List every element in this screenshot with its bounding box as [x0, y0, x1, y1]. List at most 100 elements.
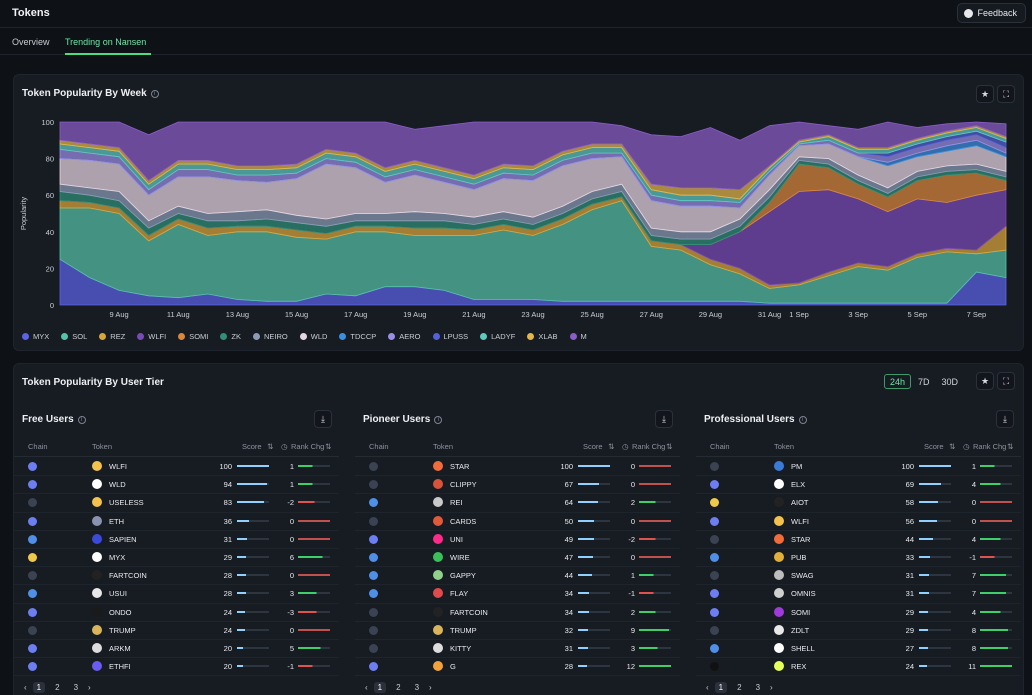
col-score[interactable]: Score: [583, 442, 603, 451]
token-name[interactable]: REI: [450, 498, 463, 508]
table-row[interactable]: ETH 36 0: [14, 513, 339, 531]
table-row[interactable]: TRUMP 24 0: [14, 622, 339, 640]
expand-button[interactable]: ⛶: [997, 85, 1015, 103]
legend-item[interactable]: M: [569, 332, 587, 341]
legend-item[interactable]: WLFI: [137, 332, 166, 341]
token-name[interactable]: FARTCOIN: [109, 571, 147, 581]
token-name[interactable]: G: [450, 662, 456, 672]
legend-item[interactable]: XLAB: [527, 332, 558, 341]
tab-overview[interactable]: Overview: [12, 37, 50, 47]
sort-icon[interactable]: ⇅: [666, 442, 673, 451]
table-row[interactable]: ONDO 24 -3: [14, 604, 339, 622]
next-page-button[interactable]: ›: [429, 683, 432, 692]
table-row[interactable]: FLAY 34 -1: [355, 585, 680, 604]
table-row[interactable]: MYX 29 6: [14, 549, 339, 568]
download-button[interactable]: ⤓: [655, 410, 673, 428]
page-2-button[interactable]: 2: [737, 683, 742, 692]
token-name[interactable]: CARDS: [450, 516, 477, 526]
table-row[interactable]: FARTCOIN 34 2: [355, 604, 680, 622]
table-row[interactable]: KITTY 31 3: [355, 640, 680, 659]
table-row[interactable]: G 28 12: [355, 658, 680, 677]
info-icon[interactable]: i: [150, 89, 159, 98]
token-name[interactable]: KITTY: [450, 644, 472, 653]
table-row[interactable]: SHELL 27 8: [696, 640, 1021, 659]
token-name[interactable]: ETHFI: [109, 662, 131, 672]
legend-item[interactable]: NEIRO: [252, 332, 288, 341]
token-name[interactable]: REX: [791, 662, 807, 672]
token-name[interactable]: MYX: [109, 553, 126, 562]
token-name[interactable]: ONDO: [109, 607, 132, 617]
col-token[interactable]: Token: [774, 442, 795, 451]
table-row[interactable]: STAR 44 4: [696, 531, 1021, 549]
token-name[interactable]: ARKM: [109, 644, 131, 653]
table-row[interactable]: TRUMP 32 9: [355, 622, 680, 640]
next-page-button[interactable]: ›: [88, 683, 91, 692]
token-name[interactable]: USUI: [109, 589, 127, 599]
page-3-button[interactable]: 3: [755, 683, 761, 692]
token-name[interactable]: ETH: [109, 516, 124, 526]
token-name[interactable]: FLAY: [450, 589, 469, 599]
table-row[interactable]: WIRE 47 0: [355, 549, 680, 568]
token-name[interactable]: TRUMP: [109, 625, 136, 635]
token-name[interactable]: AIOT: [791, 498, 809, 508]
page-2-button[interactable]: 2: [55, 683, 60, 692]
table-row[interactable]: ZDLT 29 8: [696, 622, 1021, 640]
table-row[interactable]: SWAG 31 7: [696, 567, 1021, 586]
table-row[interactable]: SAPIEN 31 0: [14, 531, 339, 549]
token-name[interactable]: STAR: [791, 534, 811, 544]
table-row[interactable]: WLFI 100 1: [14, 458, 339, 477]
table-row[interactable]: WLFI 56 0: [696, 513, 1021, 531]
legend-item[interactable]: WLD: [299, 332, 327, 341]
table-row[interactable]: ETHFI 20 -1: [14, 658, 339, 677]
next-page-button[interactable]: ›: [770, 683, 773, 692]
time-24h-button[interactable]: 24h: [884, 374, 912, 389]
col-rank-chg[interactable]: Rank Chg: [291, 442, 325, 451]
page-2-button[interactable]: 2: [396, 683, 401, 692]
table-row[interactable]: UNI 49 -2: [355, 531, 680, 549]
table-row[interactable]: GAPPY 44 1: [355, 567, 680, 586]
token-name[interactable]: UNI: [450, 534, 463, 544]
sort-icon[interactable]: ⇅: [325, 442, 332, 451]
table-row[interactable]: SOMI 29 4: [696, 604, 1021, 622]
table-row[interactable]: ELX 69 4: [696, 476, 1021, 495]
feedback-button[interactable]: Feedback: [957, 3, 1026, 23]
token-name[interactable]: STAR: [450, 462, 470, 471]
token-name[interactable]: SOMI: [791, 607, 811, 617]
token-name[interactable]: TRUMP: [450, 625, 477, 635]
sort-icon[interactable]: ⇅: [949, 442, 956, 451]
sort-icon[interactable]: ⇅: [608, 442, 615, 451]
sort-icon[interactable]: ⇅: [267, 442, 274, 451]
prev-page-button[interactable]: ‹: [365, 683, 368, 692]
info-icon[interactable]: i: [798, 415, 807, 424]
token-name[interactable]: WLD: [109, 480, 126, 490]
table-row[interactable]: PUB 33 -1: [696, 549, 1021, 568]
sort-icon[interactable]: ⇅: [1007, 442, 1014, 451]
table-row[interactable]: CLIPPY 67 0: [355, 476, 680, 495]
col-token[interactable]: Token: [92, 442, 113, 451]
expand-button[interactable]: ⛶: [997, 372, 1015, 390]
tab-trending[interactable]: Trending on Nansen: [65, 37, 147, 47]
legend-item[interactable]: REZ: [99, 332, 125, 341]
legend-item[interactable]: LPUSS: [432, 332, 468, 341]
table-row[interactable]: REI 64 2: [355, 494, 680, 513]
table-row[interactable]: ARKM 20 5: [14, 640, 339, 659]
page-1-button[interactable]: 1: [32, 682, 46, 693]
star-button[interactable]: ★: [976, 372, 994, 390]
prev-page-button[interactable]: ‹: [706, 683, 709, 692]
token-name[interactable]: USELESS: [109, 498, 144, 508]
token-name[interactable]: WIRE: [450, 553, 470, 562]
token-name[interactable]: PM: [791, 462, 803, 471]
legend-item[interactable]: SOL: [61, 332, 87, 341]
legend-item[interactable]: MYX: [22, 332, 49, 341]
star-button[interactable]: ★: [976, 85, 994, 103]
download-button[interactable]: ⤓: [996, 410, 1014, 428]
page-3-button[interactable]: 3: [73, 683, 79, 692]
legend-item[interactable]: LADYF: [480, 332, 515, 341]
prev-page-button[interactable]: ‹: [24, 683, 27, 692]
token-name[interactable]: ZDLT: [791, 625, 810, 635]
token-name[interactable]: SHELL: [791, 644, 815, 653]
token-name[interactable]: WLFI: [791, 516, 809, 526]
col-rank-chg[interactable]: Rank Chg: [632, 442, 666, 451]
col-score[interactable]: Score: [924, 442, 944, 451]
legend-item[interactable]: TDCCP: [339, 332, 376, 341]
